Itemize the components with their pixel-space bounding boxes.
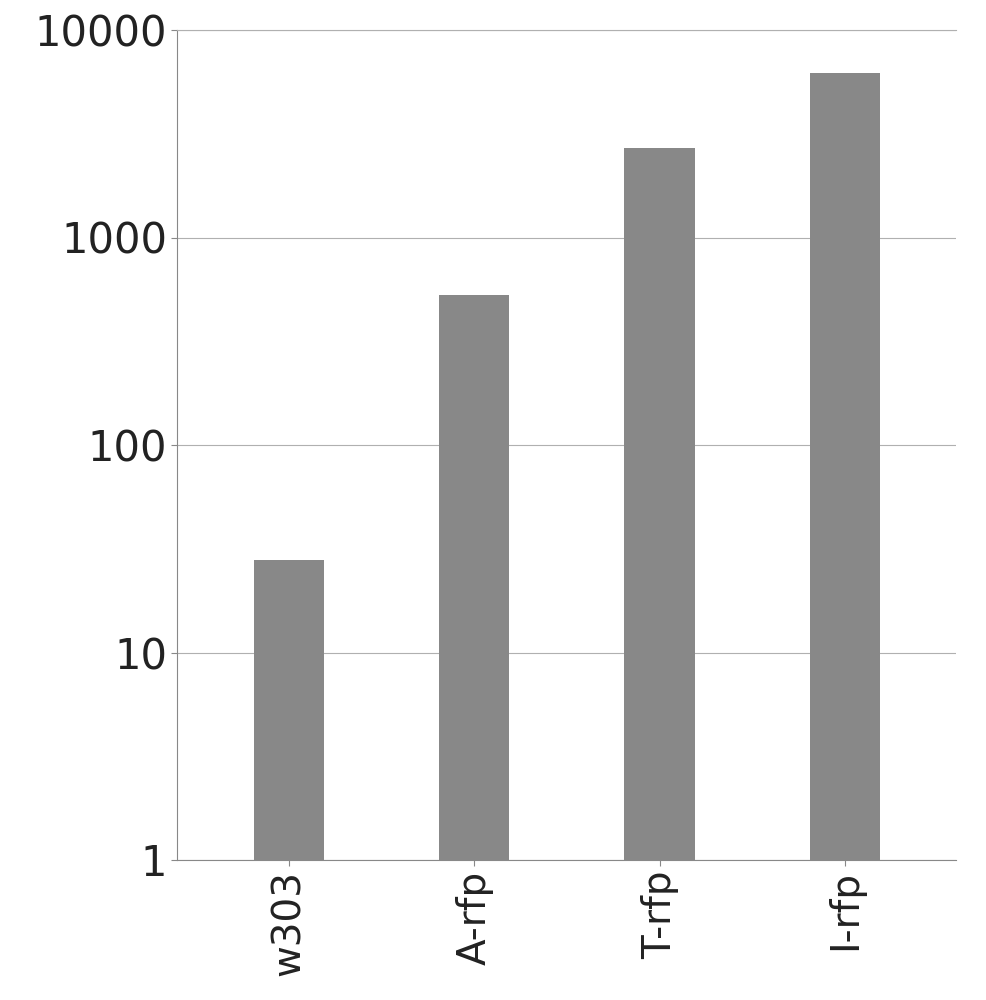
Bar (253, 560, 324, 1000)
Bar (624, 148, 695, 1000)
Bar (439, 295, 510, 1000)
Bar (810, 73, 880, 1000)
